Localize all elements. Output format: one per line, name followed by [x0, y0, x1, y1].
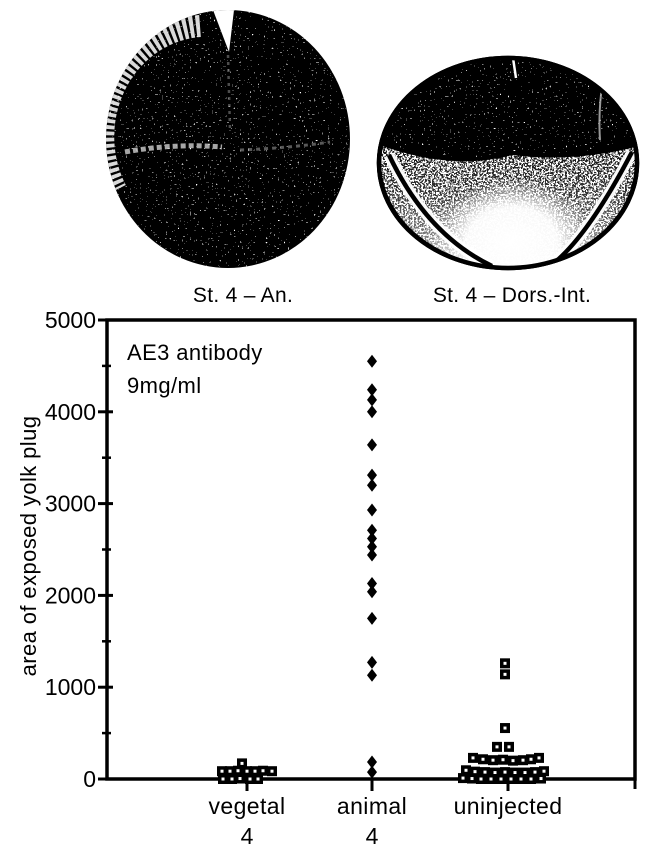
- data-point-square-center: [501, 758, 505, 762]
- data-point-square-center: [471, 756, 475, 760]
- data-point-diamond-animal: [367, 523, 377, 537]
- left-cleavage-furrow: [386, 154, 493, 268]
- data-point-square-center: [238, 777, 242, 781]
- data-point-square-center: [220, 769, 224, 773]
- top-furrow-line: [511, 58, 518, 79]
- data-point-diamond-animal: [367, 354, 377, 368]
- data-point-diamond-animal: [367, 383, 377, 397]
- data-point-square-center: [507, 745, 511, 749]
- embryo-caption-right: St. 4 – Dors.-Int.: [432, 284, 592, 307]
- data-point-square-center: [221, 777, 225, 781]
- y-tick-label: 0: [83, 766, 96, 792]
- data-point-square-center: [503, 661, 507, 665]
- data-point-square-center: [228, 769, 232, 773]
- data-point-square-center: [236, 769, 240, 773]
- annotation-line-1: AE3 antibody: [127, 340, 263, 365]
- x-category-sublabel-vegetal: 4: [240, 823, 254, 849]
- equator-boundary: [379, 139, 637, 162]
- data-point-square-center: [539, 777, 543, 781]
- data-point-square-center: [470, 777, 474, 781]
- data-point-square-center: [509, 777, 513, 781]
- data-point-square-center: [483, 770, 487, 774]
- data-point-diamond-animal: [367, 468, 377, 482]
- data-point-square-center: [537, 756, 541, 760]
- data-point-square-center: [529, 757, 533, 761]
- data-point-diamond-animal: [367, 478, 377, 492]
- y-tick-label: 3000: [45, 491, 96, 517]
- data-point-square-center: [542, 769, 546, 773]
- data-point-square-center: [481, 757, 485, 761]
- horizontal-furrow-highlight: [124, 143, 223, 155]
- vertical-furrow-highlight: [226, 54, 232, 131]
- y-tick-label: 5000: [45, 307, 96, 333]
- y-tick-label: 4000: [45, 399, 96, 425]
- data-point-diamond-animal: [367, 611, 377, 625]
- data-point-square-center: [253, 769, 257, 773]
- data-point-square-center: [261, 769, 265, 773]
- data-point-square-center: [503, 672, 507, 676]
- yolk-plug-highlight: [430, 178, 594, 268]
- embryo-illustrations: [106, 10, 640, 271]
- x-category-label-vegetal: vegetal: [208, 793, 286, 819]
- data-point-square-center: [461, 776, 465, 780]
- data-point-square-center: [499, 777, 503, 781]
- data-point-square-center: [489, 777, 493, 781]
- data-point-square-center: [245, 769, 249, 773]
- data-point-diamond-animal: [367, 503, 377, 517]
- data-point-diamond-animal: [367, 655, 377, 669]
- y-axis-label: area of exposed yolk plug: [16, 415, 41, 677]
- data-point-square-center: [248, 777, 252, 781]
- data-point-square-center: [473, 770, 477, 774]
- data-point-diamond-animal: [367, 585, 377, 599]
- data-point-diamond-animal: [367, 531, 377, 545]
- data-point-square-center: [523, 771, 527, 775]
- data-point-square-center: [519, 777, 523, 781]
- y-tick-label: 2000: [45, 582, 96, 608]
- data-point-diamond-animal: [367, 576, 377, 590]
- cleavage-notch: [213, 10, 234, 52]
- annotation-line-2: 9mg/ml: [127, 373, 202, 398]
- data-point-square-center: [493, 771, 497, 775]
- chart-annotation: AE3 antibody 9mg/ml: [127, 336, 263, 402]
- data-point-diamond-animal: [367, 540, 377, 554]
- y-tick-label: 1000: [45, 674, 96, 700]
- data-point-square-center: [533, 770, 537, 774]
- data-point-diamond-animal: [367, 548, 377, 562]
- data-point-diamond-animal: [367, 405, 377, 419]
- data-point-square-center: [464, 768, 468, 772]
- data-point-square-center: [529, 777, 533, 781]
- data-point-square-center: [240, 761, 244, 765]
- x-category-sublabel-animal: 4: [365, 823, 379, 849]
- data-point-square-center: [495, 745, 499, 749]
- data-point-square-center: [503, 726, 507, 730]
- embryo-caption-left: St. 4 – An.: [192, 284, 294, 307]
- x-category-label-animal: animal: [336, 793, 408, 819]
- data-point-square-center: [513, 771, 517, 775]
- data-point-square-center: [230, 777, 234, 781]
- data-point-diamond-animal: [367, 393, 377, 407]
- data-point-square-center: [256, 777, 260, 781]
- data-point-square-center: [270, 769, 274, 773]
- data-point-square-center: [521, 758, 525, 762]
- data-point-square-center: [491, 758, 495, 762]
- data-point-diamond-animal: [367, 438, 377, 452]
- data-point-square-center: [479, 777, 483, 781]
- x-category-label-uninjected: uninjected: [453, 793, 563, 819]
- data-point-diamond-animal: [367, 765, 377, 779]
- data-point-diamond-animal: [367, 755, 377, 769]
- data-point-square-center: [503, 770, 507, 774]
- data-point-square-center: [511, 759, 515, 763]
- data-point-diamond-animal: [367, 668, 377, 682]
